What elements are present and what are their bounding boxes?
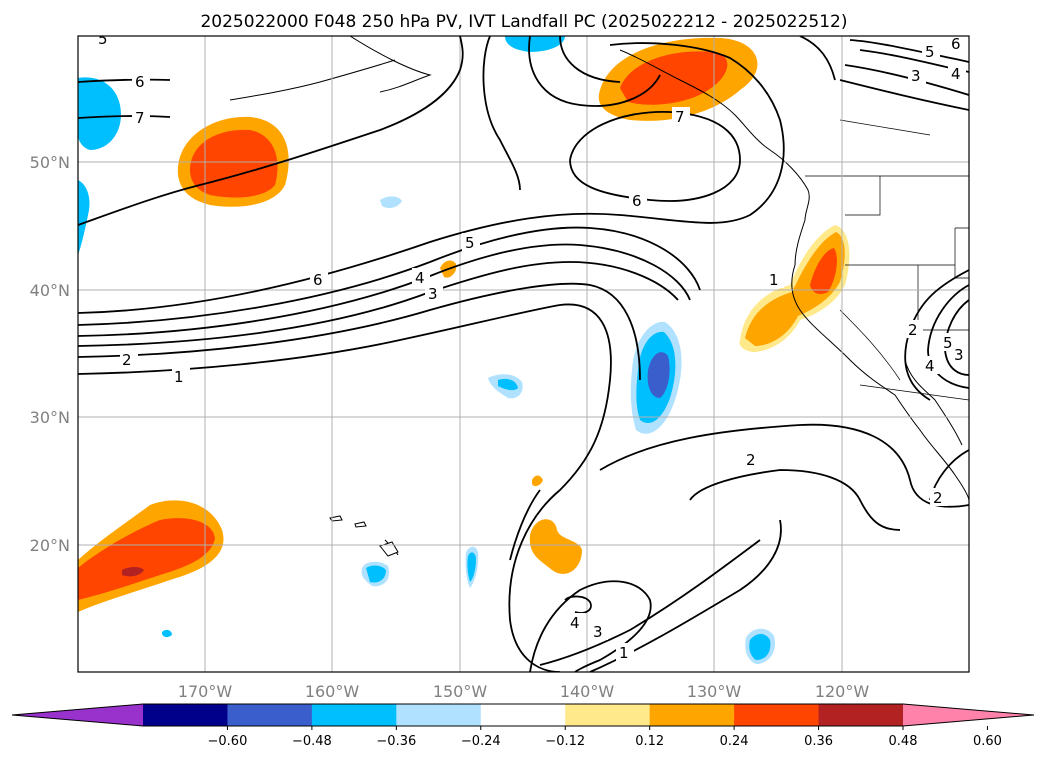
colorbar-tick-label: −0.60 [208, 734, 248, 749]
colorbar-extend-min [12, 704, 143, 726]
colorbar-segment [734, 704, 820, 726]
contour-label: 2 [122, 351, 132, 369]
colorbar-extend-max [903, 704, 1034, 726]
contour-label: 6 [951, 35, 961, 53]
gridlines [78, 36, 969, 672]
positive-pv-anomalies [78, 37, 850, 612]
pv-anomaly-central [529, 519, 582, 574]
contour-label: 3 [954, 346, 964, 364]
contour-label: 3 [428, 285, 438, 303]
lon-label: 150°W [433, 682, 488, 701]
contour-label: 7 [135, 109, 145, 127]
contour-label: 3 [593, 623, 603, 641]
colorbar-segment [649, 704, 735, 726]
contour-label: 5 [925, 43, 935, 61]
contour-label: 6 [313, 271, 323, 289]
contour-label: 5 [465, 234, 475, 252]
lon-label: 140°W [560, 682, 615, 701]
lon-label: 120°W [815, 682, 870, 701]
colorbar: −0.60 −0.48 −0.36 −0.24 −0.12 0.12 0.24 0.36 0.4… [11, 703, 1035, 749]
colorbar-tick-label: 0.12 [635, 734, 664, 749]
contour-label: 4 [925, 357, 935, 375]
colorbar-segment [143, 704, 228, 726]
figure-title: 2025022000 F048 250 hPa PV, IVT Landfall… [200, 12, 847, 32]
colorbar-segment [396, 704, 482, 726]
contour-label: 1 [619, 644, 629, 662]
contour-label: 6 [632, 192, 642, 210]
colorbar-tick-label: −0.12 [545, 734, 585, 749]
colorbar-segment [818, 704, 904, 726]
colorbar-segment [227, 704, 313, 726]
contour-label: 4 [951, 65, 961, 83]
contour-label: 4 [570, 614, 580, 632]
colorbar-tick-label: 0.48 [889, 734, 918, 749]
colorbar-tick-label: 0.60 [973, 734, 1002, 749]
lat-label: 40°N [30, 281, 70, 300]
contour-label: 3 [911, 67, 921, 85]
contour-label: 4 [415, 269, 425, 287]
colorbar-segment [565, 704, 651, 726]
pv-anomaly-gulf-alaska [505, 36, 565, 52]
contour-label: 6 [135, 73, 145, 91]
contour-label: 2 [933, 489, 943, 507]
map-panel: 1 2 3 4 5 6 7 6 5 4 3 6 7 1 [78, 30, 969, 672]
lat-label: 30°N [30, 408, 70, 427]
contour-label: 5 [943, 334, 953, 352]
negative-pv-anomalies [78, 36, 776, 664]
colorbar-tick-label: 0.36 [804, 734, 833, 749]
colorbar-tick-label: −0.36 [376, 734, 416, 749]
coastlines [229, 36, 969, 556]
lon-label: 170°W [178, 682, 233, 701]
map-frame [77, 35, 970, 673]
lon-label: 160°W [305, 682, 360, 701]
colorbar-segment [480, 704, 566, 726]
contour-label: 1 [174, 368, 184, 386]
contour-label: 2 [746, 451, 756, 469]
contour-labels: 1 2 3 4 5 6 7 6 5 4 3 6 7 1 [96, 30, 968, 662]
contour-label: 5 [98, 30, 108, 48]
lat-label: 20°N [30, 536, 70, 555]
colorbar-tick-label: 0.24 [720, 734, 749, 749]
pv-anomaly-west-edge [78, 77, 121, 150]
lat-label: 50°N [30, 153, 70, 172]
latitude-axis-labels: 50°N 40°N 30°N 20°N [30, 153, 70, 555]
colorbar-tick-label: −0.48 [292, 734, 332, 749]
colorbar-tick-label: −0.24 [461, 734, 501, 749]
contour-label: 7 [675, 108, 685, 126]
lon-label: 130°W [687, 682, 742, 701]
colorbar-outline [11, 703, 1035, 727]
colorbar-segment [311, 704, 397, 726]
longitude-axis-labels: 170°W 160°W 150°W 140°W 130°W 120°W [178, 682, 870, 701]
contour-label: 2 [908, 321, 918, 339]
contour-label: 1 [769, 271, 779, 289]
